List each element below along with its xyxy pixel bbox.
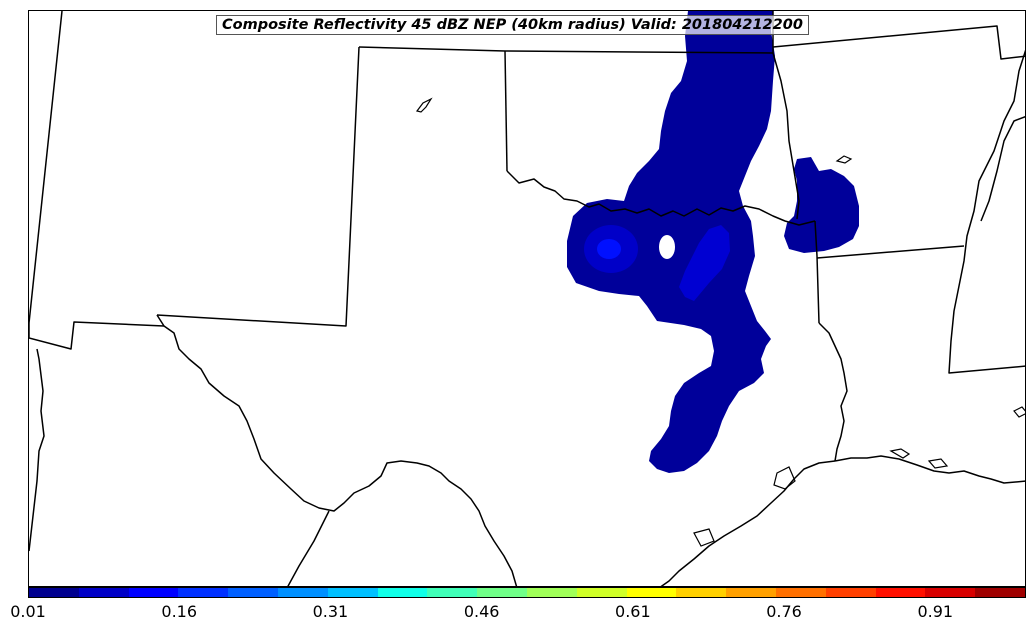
boundary-ar-tx (814, 220, 820, 324)
colorbar-segment (477, 588, 527, 597)
galveston-bay (773, 466, 796, 490)
map-panel (28, 10, 1026, 587)
colorbar-tick-label: 0.76 (766, 602, 802, 621)
colorbar-segment (925, 588, 976, 597)
boundary-ar-la (816, 245, 965, 259)
colorbar-segment (626, 588, 677, 597)
boundary-ms-river (948, 49, 1025, 374)
colorbar-segment (676, 588, 727, 597)
mexico-border-southwest (287, 510, 330, 586)
state-boundaries (29, 11, 1025, 552)
map-title: Composite Reflectivity 45 dBZ NEP (40km … (216, 15, 809, 35)
colorbar-tick-label: 0.01 (10, 602, 46, 621)
map-canvas (29, 11, 1025, 586)
colorbar-segment (228, 588, 278, 597)
colorbar-tick-label: 0.46 (463, 602, 500, 621)
coastal-island-1 (889, 448, 911, 459)
boundary-ms-river-east (980, 115, 1025, 222)
probability-region-high-west (597, 239, 621, 259)
colorbar-segment (975, 588, 1025, 597)
coastal-island-3 (1013, 406, 1025, 418)
boundary-mo-ar (772, 25, 1025, 60)
boundary-nm-south (29, 321, 165, 350)
water-features (415, 97, 1025, 547)
lake-meredith (415, 97, 433, 113)
lake-tahoma (835, 155, 853, 164)
boundary-nm-west (29, 11, 63, 324)
colorbar (28, 587, 1026, 598)
boundary-sabine-river (818, 322, 848, 462)
colorbar-tick-label: 0.31 (312, 602, 349, 621)
probability-region-east (784, 157, 859, 253)
colorbar-segment (128, 588, 179, 597)
boundary-ok-ar (772, 52, 800, 220)
bay-detail (693, 528, 715, 547)
colorbar-segment (277, 588, 328, 597)
colorbar-segment (875, 588, 926, 597)
colorbar-segment (327, 588, 378, 597)
rio-grande (156, 314, 518, 586)
boundary-mx-border-north (29, 348, 45, 552)
colorbar-tick-label: 0.61 (615, 602, 651, 621)
colorbar-segment (526, 588, 577, 597)
colorbar-segment (825, 588, 876, 597)
boundary-red-river (506, 170, 816, 226)
boundary-panhandle-west (156, 46, 360, 327)
colorbar-segment (178, 588, 229, 597)
gulf-coast (660, 460, 836, 586)
colorbar-segment (775, 588, 826, 597)
louisiana-coast (834, 455, 1025, 484)
coastal-island-2 (927, 458, 949, 469)
colorbar-segment (78, 588, 129, 597)
texas-border (156, 314, 1025, 586)
colorbar-tick-label: 0.91 (917, 602, 954, 621)
colorbar-segment (726, 588, 776, 597)
colorbar-segment (377, 588, 428, 597)
colorbar-segment (29, 588, 79, 597)
colorbar-segment (427, 588, 478, 597)
boundary-tx-panhandle-east (504, 50, 508, 172)
probability-region-mid-east (679, 225, 730, 301)
colorbar-segment (576, 588, 627, 597)
colorbar-tick-label: 0.16 (161, 602, 198, 621)
probability-gap (659, 235, 675, 259)
